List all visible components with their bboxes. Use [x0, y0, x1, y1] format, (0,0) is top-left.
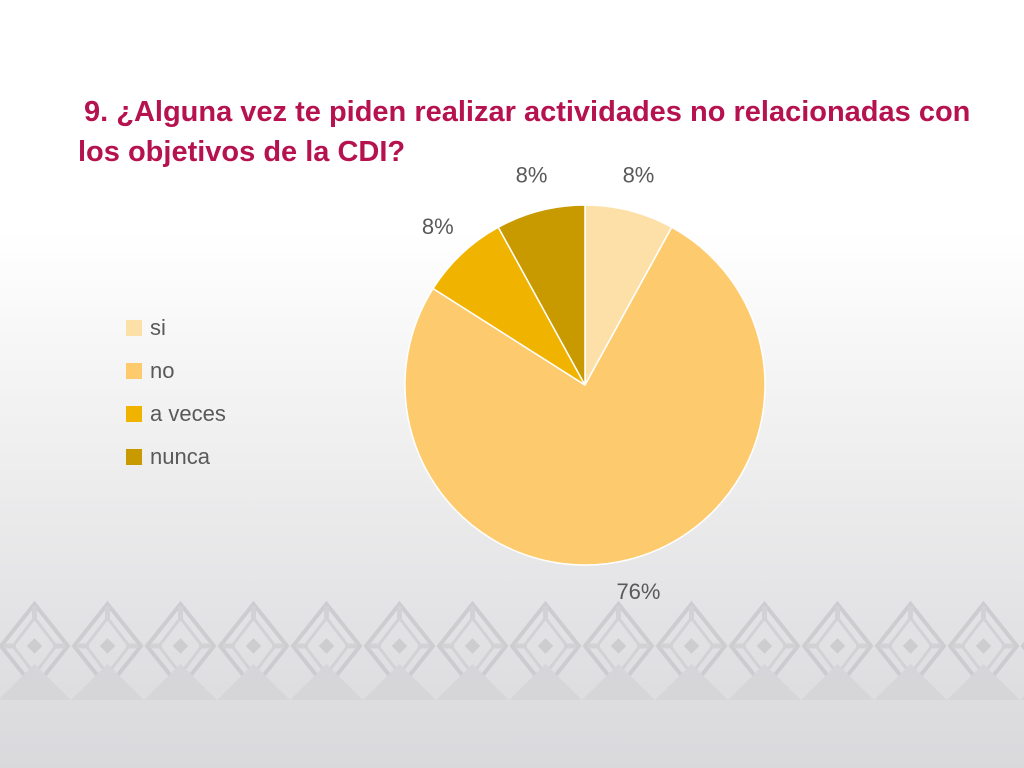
legend-swatch: [126, 319, 142, 336]
legend-swatch: [126, 405, 142, 422]
pie-slice-si: [584, 204, 673, 386]
pie-slice-no: [404, 226, 766, 566]
data-label-a-veces: 8%: [422, 214, 454, 239]
legend-label: si: [150, 314, 166, 340]
slide-title-text: 9. ¿Alguna vez te piden realizar activid…: [78, 96, 971, 168]
decorative-pattern-band: [0, 596, 1024, 700]
legend-swatch: [126, 362, 142, 379]
legend-label: no: [150, 357, 175, 383]
pie-slice-a-veces: [431, 226, 586, 386]
pie-slice-nunca: [497, 204, 586, 386]
legend-item-nunca: nunca: [126, 435, 226, 478]
slide-title: 9. ¿Alguna vez te piden realizar activid…: [78, 92, 978, 172]
legend-label: a veces: [150, 400, 226, 426]
pie-slices: [404, 204, 766, 566]
legend-item-si: si: [126, 306, 226, 349]
legend-swatch: [126, 448, 142, 465]
legend-label: nunca: [150, 443, 210, 469]
data-label-nunca: 8%: [516, 163, 548, 188]
legend-item-no: no: [126, 349, 226, 392]
chart-legend: si no a veces nunca: [126, 306, 226, 478]
pie-data-labels: 8%76%8%8%: [422, 163, 661, 604]
legend-item-a-veces: a veces: [126, 392, 226, 435]
data-label-si: 8%: [623, 163, 655, 188]
